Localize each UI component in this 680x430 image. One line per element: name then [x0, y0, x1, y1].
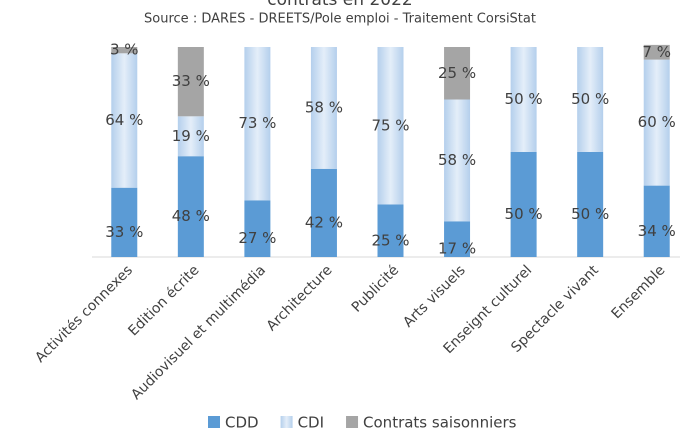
bar-segment — [244, 47, 271, 201]
bar-segment — [643, 185, 670, 257]
legend-label: CDI — [298, 414, 324, 430]
bar-segment — [444, 47, 471, 100]
data-label: 33 % — [105, 223, 143, 241]
data-label: 25 % — [438, 64, 476, 82]
data-label: 64 % — [105, 111, 143, 129]
bar-segment — [510, 152, 537, 257]
data-label: 17 % — [438, 240, 476, 258]
x-tick-label: Architecture — [264, 262, 336, 334]
data-label: 48 % — [172, 207, 210, 225]
bar-segment — [310, 47, 337, 169]
data-label: 50 % — [571, 205, 609, 223]
legend-label: Contrats saisonniers — [363, 414, 517, 430]
bar-segment — [310, 168, 337, 257]
data-label: 73 % — [238, 114, 276, 132]
bar-segment — [643, 59, 670, 186]
x-tick-label: Activités connexes — [32, 262, 136, 366]
bar-segment — [377, 47, 404, 205]
legend-swatch — [346, 416, 359, 428]
bar-segment — [111, 187, 138, 257]
x-tick-label: Publicité — [349, 262, 402, 315]
x-tick-label: Arts visuels — [400, 262, 468, 330]
data-label: 60 % — [638, 113, 676, 131]
data-label: 75 % — [371, 116, 409, 134]
data-label: 50 % — [571, 90, 609, 108]
data-label: 19 % — [172, 127, 210, 145]
bar-segment — [510, 47, 537, 152]
legend-label: CDD — [225, 414, 259, 430]
bar-segment — [577, 152, 604, 257]
bar-segment — [444, 221, 471, 257]
data-label: 50 % — [505, 205, 543, 223]
data-label: 42 % — [305, 213, 343, 231]
legend-swatch — [208, 416, 220, 428]
bar-segment — [177, 47, 204, 117]
data-label: 58 % — [438, 151, 476, 169]
bar-segment — [444, 99, 471, 222]
data-label: 7 % — [642, 43, 671, 61]
x-tick-label: Ensemble — [609, 262, 669, 322]
bar-segment — [377, 204, 404, 257]
data-label: 33 % — [172, 72, 210, 90]
data-label: 3 % — [110, 41, 139, 59]
x-tick-label: Audiovisuel et multimédia — [128, 262, 269, 403]
bar-segment — [111, 53, 138, 188]
data-label: 50 % — [505, 90, 543, 108]
data-label: 34 % — [638, 222, 676, 240]
bar-segment — [643, 44, 670, 60]
chart-title: contrats en 2022 — [267, 0, 412, 10]
bar-segment — [111, 47, 138, 54]
bar-segment — [177, 156, 204, 257]
data-label: 25 % — [371, 231, 409, 249]
legend-swatch — [280, 416, 293, 428]
data-label: 27 % — [238, 229, 276, 247]
bar-segment — [177, 116, 204, 157]
chart-subtitle: Source : DARES - DREETS/Pole emploi - Tr… — [144, 12, 536, 27]
bar-segment — [577, 47, 604, 152]
bar-segment — [244, 200, 271, 257]
data-label: 58 % — [305, 98, 343, 116]
